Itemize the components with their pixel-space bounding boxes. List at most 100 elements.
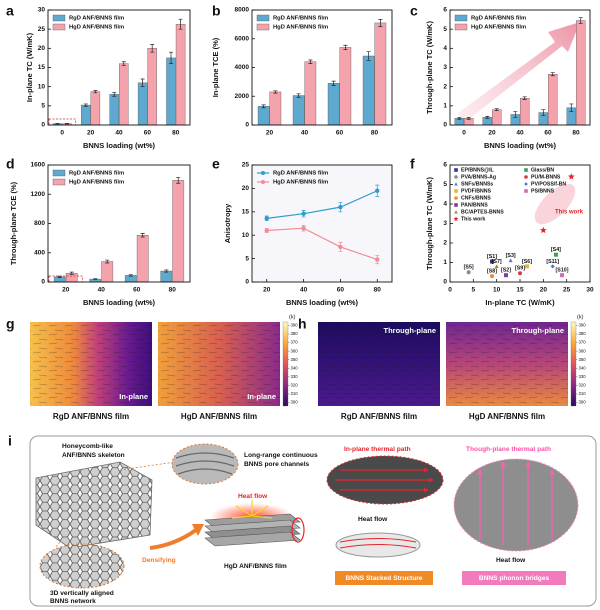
bridges-box: [462, 571, 566, 585]
plot-frame: [449, 9, 591, 126]
colorbar-tick-label: 380: [579, 331, 587, 336]
point: [540, 226, 547, 234]
legend-marker: [261, 180, 265, 184]
error-bar: [494, 108, 499, 111]
y-tick-label: 6000: [235, 35, 250, 42]
skeleton-label: ANF/BNNS skeleton: [62, 452, 125, 459]
point: [375, 257, 380, 262]
legend-marker: [454, 210, 458, 214]
panel-label: f: [410, 156, 415, 172]
error-bar: [140, 233, 145, 238]
overlay-label: Through-plane: [512, 326, 565, 335]
channels-zoom: [171, 443, 239, 485]
through-plane-zoom: [453, 458, 579, 552]
chart: d Through-plane TCE (%) BNNS loading (wt%)…: [6, 156, 191, 307]
bar: [327, 83, 340, 126]
y-tick-label: 6: [443, 162, 447, 169]
colorbar-tick-label: 350: [291, 357, 299, 362]
chart: b In-plane TCE (%) 0 2000 4000 6000 8000 20 40 60…: [211, 3, 393, 137]
diagram: i Honeycomb-like ANF/BNNS skeleton Long-…: [8, 433, 597, 607]
x-tick-label: 40: [301, 130, 309, 137]
x-tick-label: 80: [374, 287, 382, 294]
error-bar: [93, 278, 98, 280]
x-tick-label: 40: [115, 130, 123, 137]
x-tick-label: 80: [169, 287, 177, 294]
x-tick-label: 20: [87, 130, 95, 137]
error-bar: [378, 18, 383, 27]
channels-label: BNNS pore channels: [244, 461, 310, 468]
highlight-region: [534, 183, 576, 225]
y-tick-label: 5: [443, 26, 447, 33]
y-tick-label: 6: [443, 7, 447, 14]
zoom-line: [119, 461, 176, 471]
y-tick-label: 4: [443, 201, 447, 208]
colorbar-tick-label: 360: [291, 348, 299, 353]
network-zoom: [39, 543, 125, 589]
point: [490, 259, 494, 264]
y-tick-label: 400: [34, 249, 45, 256]
chart: f Through-plane TC (W/mK) In-plane TC (W/m…: [410, 156, 594, 307]
colorbar-tick-label: 390: [579, 323, 587, 328]
point-label: [S3]: [506, 253, 516, 259]
x-tick-label: 80: [371, 130, 379, 137]
flake-texture: [446, 322, 568, 406]
y-tick-label: 2000: [235, 93, 250, 100]
error-bar: [485, 116, 490, 119]
colorbar-tick-label: 320: [579, 383, 587, 388]
y-tick-label: 10: [242, 232, 250, 239]
trend-arrow: [458, 22, 580, 123]
x-tick-label: 40: [300, 287, 308, 294]
through-plane-path-label: Though-plane thermal path: [466, 446, 551, 453]
y-tick-label: 15: [38, 64, 46, 71]
error-bar: [569, 103, 574, 112]
error-bar: [140, 78, 145, 88]
y-tick-label: 0: [41, 122, 45, 129]
colorbar-tick-label: 320: [291, 383, 299, 388]
y-tick-label: 1: [443, 103, 447, 110]
point: [301, 211, 306, 216]
colorbar-unit: (k): [577, 314, 584, 320]
y-tick-label: 3: [443, 64, 447, 71]
legend-label: HgD ANF/BNNS film: [69, 180, 124, 186]
point-label: [S8]: [487, 269, 497, 275]
legend-marker: [261, 171, 265, 175]
x-tick-label: 0: [60, 130, 64, 137]
point-label: [S4]: [551, 247, 561, 253]
bar: [362, 55, 375, 126]
chart: a In-plane TC (W/mK) BNNS loading (wt%) 0 5 1…: [6, 3, 191, 150]
y-axis-label: In-plane TC (W/mK): [25, 32, 34, 102]
caption: RgD ANF/BNNS film: [341, 412, 417, 421]
skeleton-label: Honeycomb-like: [62, 443, 113, 450]
film-label: HgD ANF/BNNS film: [224, 563, 287, 570]
plot-frame: [449, 164, 591, 283]
point-label: [S7]: [492, 259, 502, 265]
point: [490, 274, 494, 279]
bar: [304, 61, 317, 126]
chart: c Through-plane TC (W/mK) BNNS loading (wt…: [410, 3, 591, 150]
legend-label: RgD ANF/BNNS film: [471, 16, 526, 22]
channel-lines: [175, 452, 235, 475]
point: [504, 273, 508, 278]
x-tick-label: 15: [516, 287, 524, 294]
legend-marker: [454, 203, 458, 207]
legend-label: RgD ANF/BNNS film: [69, 171, 124, 177]
annotation: This work: [555, 209, 584, 215]
bar: [175, 23, 186, 126]
legend-swatch: [256, 14, 270, 22]
bar: [520, 97, 530, 126]
line: [266, 190, 378, 219]
panel-label: a: [6, 3, 14, 19]
y-tick-label: 1: [443, 259, 447, 266]
legend-label: PVA/BNNS-Ag: [461, 174, 496, 180]
legend-marker: [454, 189, 458, 193]
bar: [119, 63, 129, 126]
error-bar: [83, 103, 88, 107]
in-plane-heat-flow-label: Heat flow: [358, 516, 388, 523]
y-tick-label: 3: [443, 220, 447, 227]
error-bar: [541, 109, 546, 116]
y-tick-label: 800: [34, 220, 45, 227]
x-tick-label: 5: [472, 287, 476, 294]
network-label: BNNS network: [50, 598, 96, 605]
error-bar: [261, 104, 266, 109]
